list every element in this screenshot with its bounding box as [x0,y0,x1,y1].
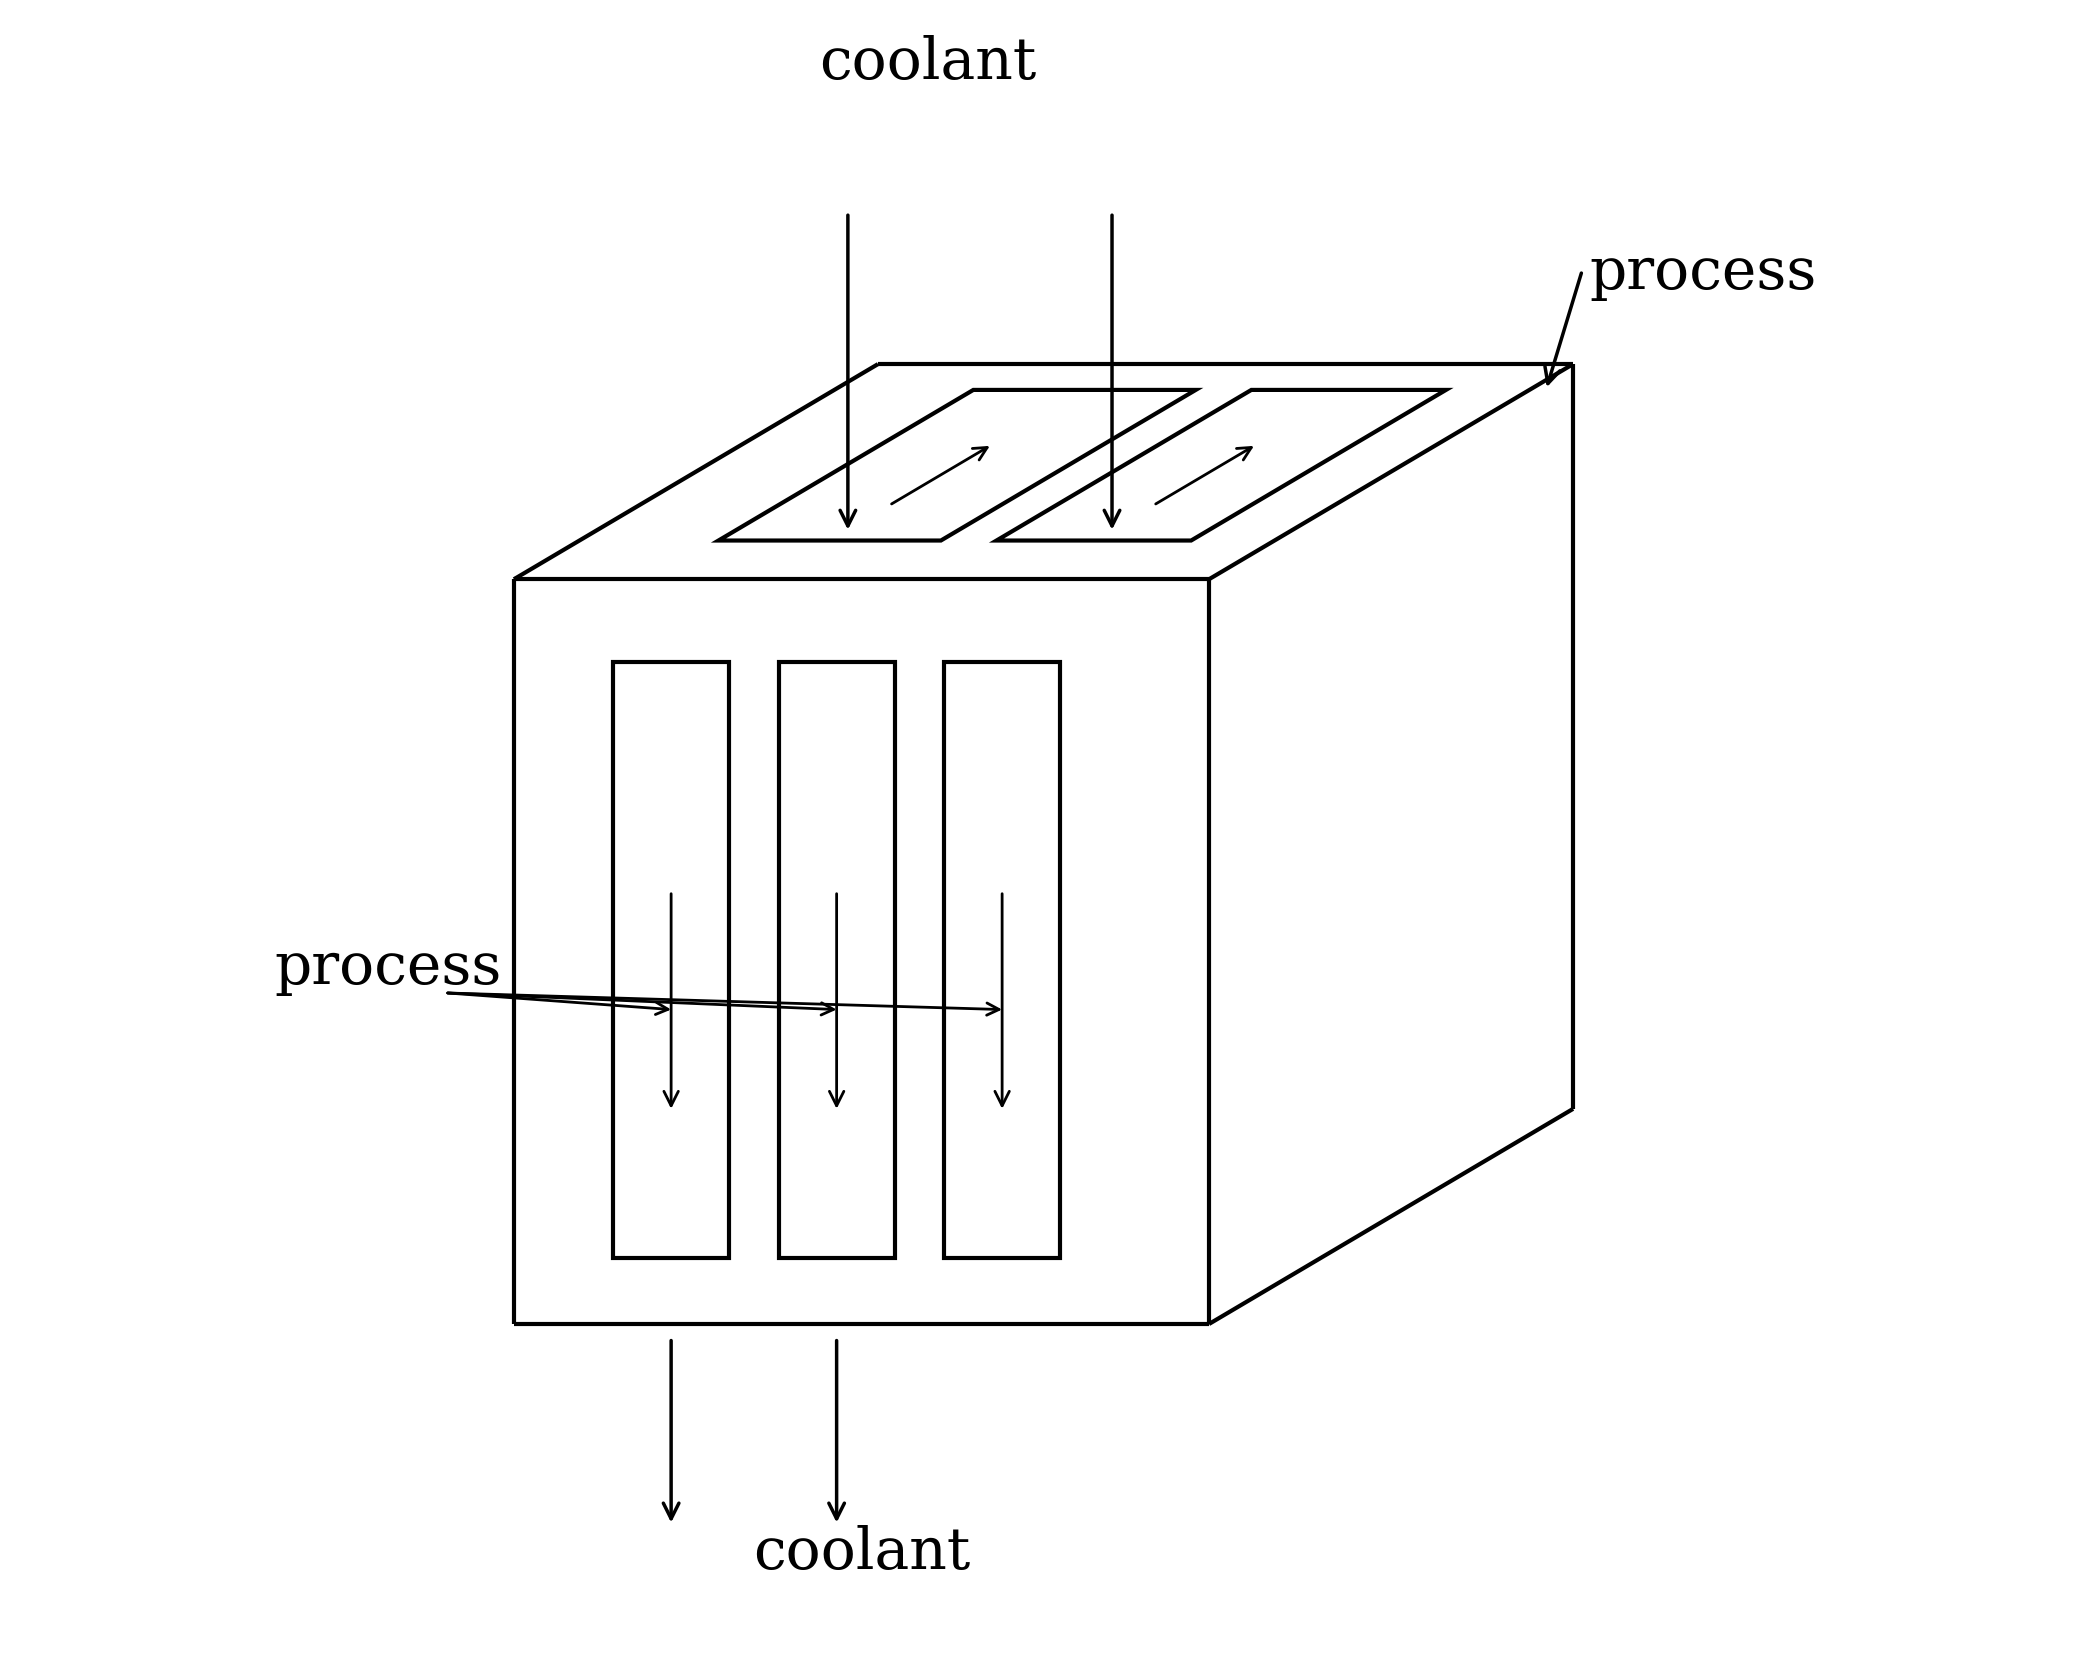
Polygon shape [778,662,895,1258]
Text: process: process [1590,245,1818,301]
Polygon shape [943,662,1060,1258]
Polygon shape [614,662,728,1258]
Polygon shape [718,391,1196,541]
Text: process: process [273,940,501,996]
Polygon shape [995,391,1446,541]
Text: coolant: coolant [753,1524,970,1581]
Text: coolant: coolant [818,35,1037,91]
